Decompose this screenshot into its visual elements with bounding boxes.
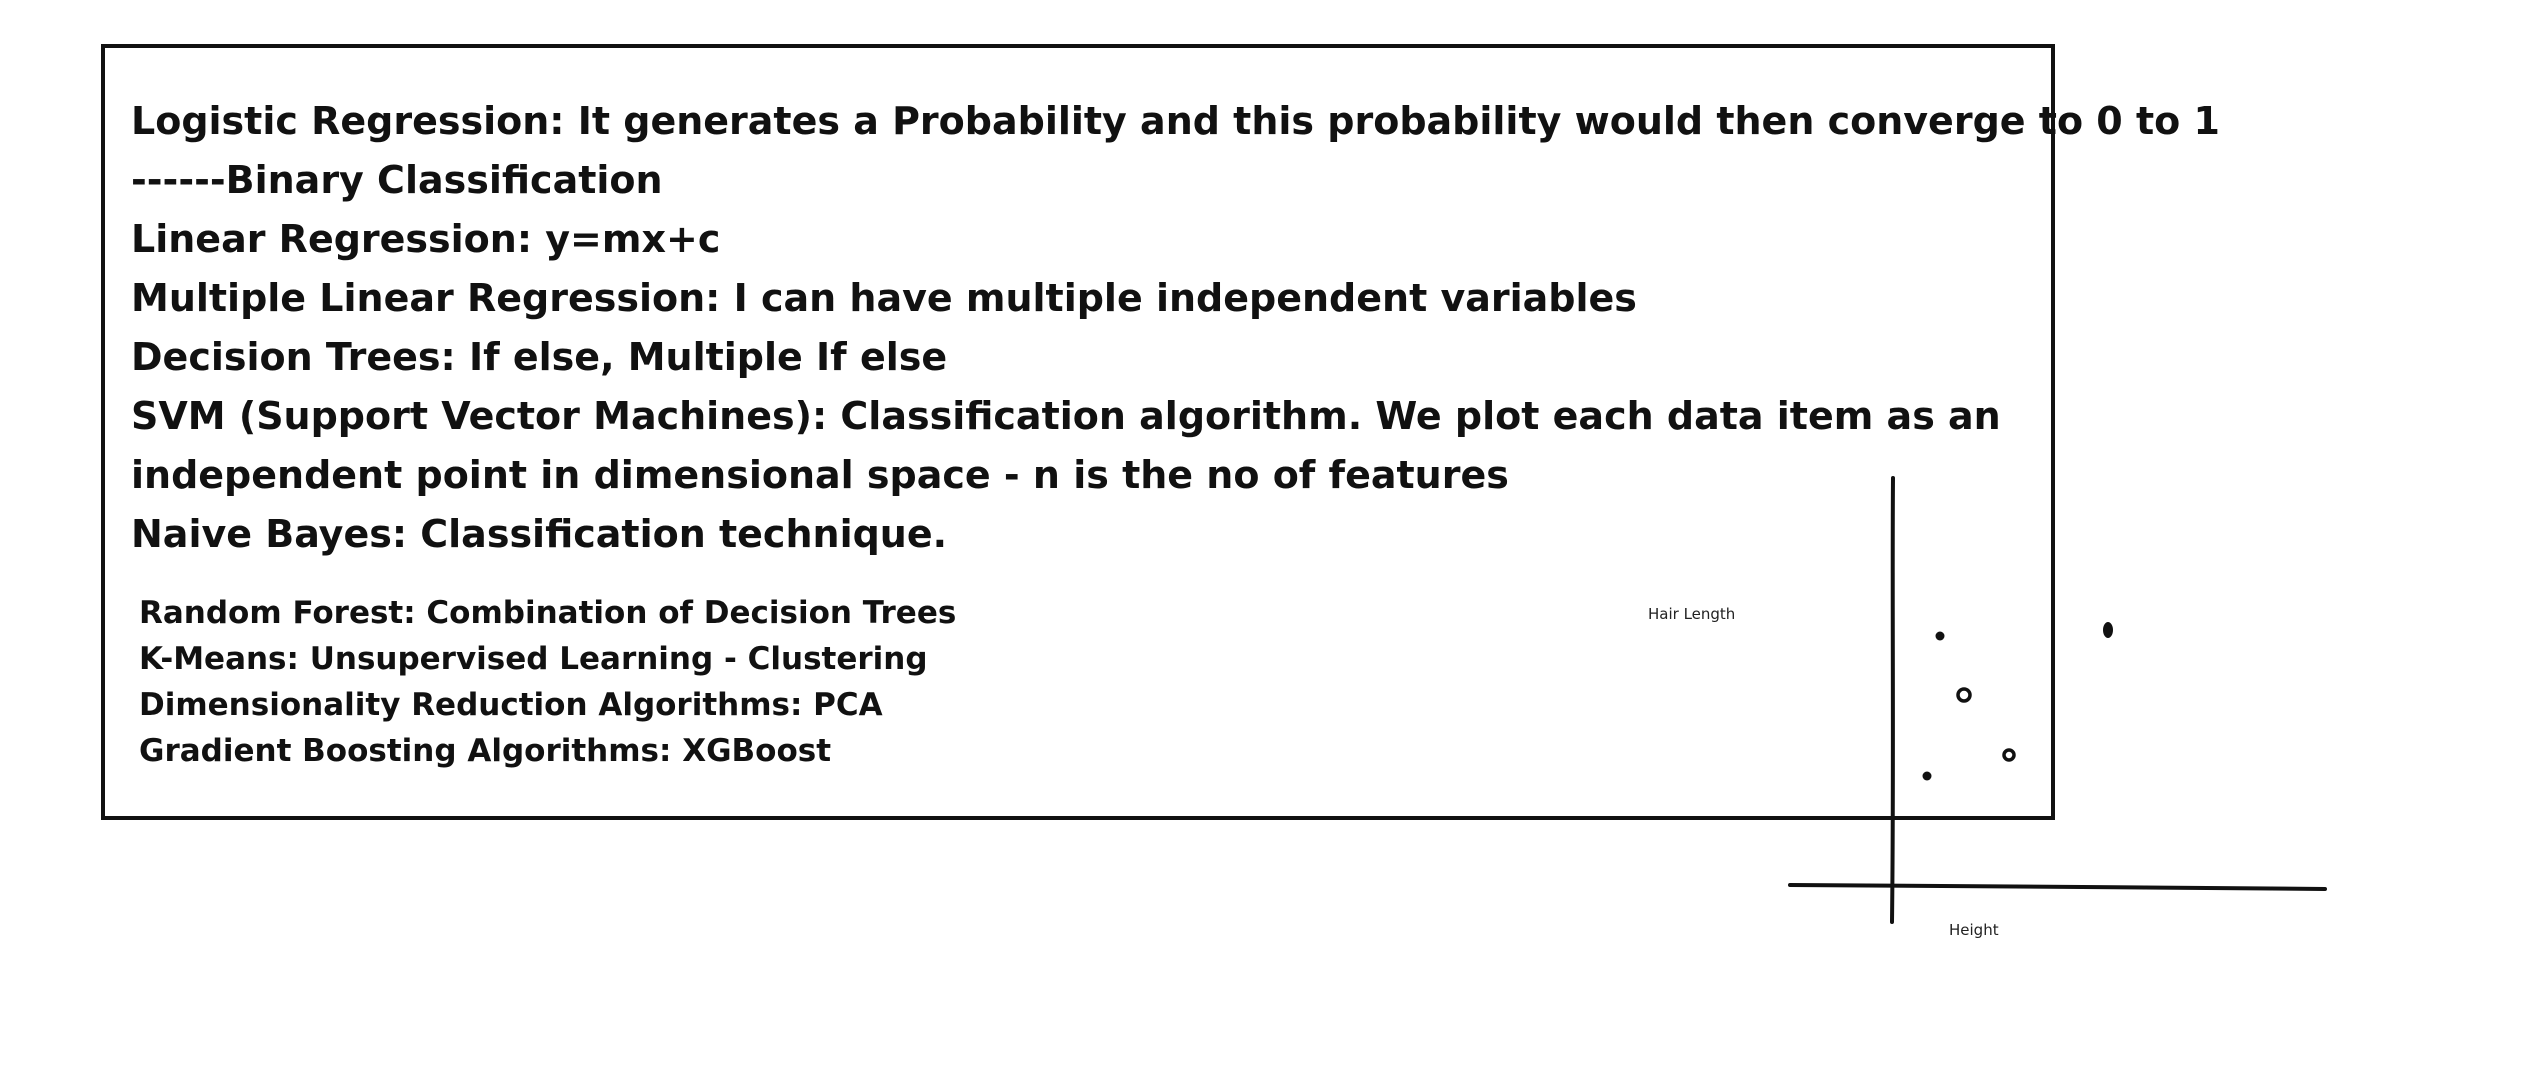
secondary-notes: Random Forest: Combination of Decision T… <box>139 590 1339 774</box>
sketch-horizontal-axis <box>1788 883 2327 891</box>
note-svm: SVM (Support Vector Machines): Classific… <box>131 394 2001 438</box>
note-k-means: K-Means: Unsupervised Learning - Cluster… <box>139 641 928 677</box>
sketch-point <box>1922 771 1932 781</box>
notes-box: Logistic Regression: It generates a Prob… <box>101 44 2220 820</box>
sketch-hollow-point <box>2002 748 2016 762</box>
note-multiple-linear-regression: Multiple Linear Regression: I can have m… <box>131 276 1637 320</box>
sketch-point <box>2103 622 2113 638</box>
note-decision-trees: Decision Trees: If else, Multiple If els… <box>131 335 948 379</box>
note-dimensionality-reduction: Dimensionality Reduction Algorithms: PCA <box>139 687 883 723</box>
note-linear-regression: Linear Regression: y=mx+c <box>131 217 721 261</box>
y-axis-label: Hair Length <box>1648 605 1736 623</box>
sketch-hollow-point <box>1956 687 1972 703</box>
sketch-vertical-axis <box>1890 476 1895 924</box>
note-binary-classification: ------Binary Classification <box>131 158 663 202</box>
main-notes: Logistic Regression: It generates a Prob… <box>131 92 2220 564</box>
sketch-point <box>1935 631 1945 641</box>
note-logistic-regression: Logistic Regression: It generates a Prob… <box>131 99 2220 143</box>
note-gradient-boosting: Gradient Boosting Algorithms: XGBoost <box>139 733 832 769</box>
note-random-forest: Random Forest: Combination of Decision T… <box>139 595 957 631</box>
x-axis-label: Height <box>1949 921 1999 939</box>
note-svm-continued: independent point in dimensional space -… <box>131 453 1509 497</box>
note-naive-bayes: Naive Bayes: Classification technique. <box>131 512 948 556</box>
